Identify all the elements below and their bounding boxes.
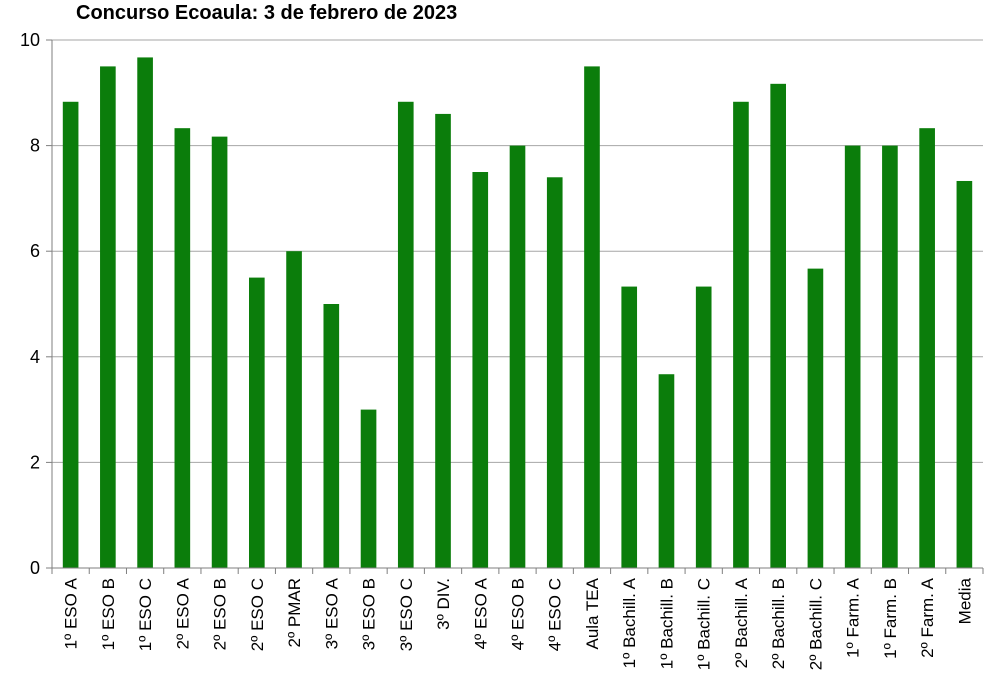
chart-title: Concurso Ecoaula: 3 de febrero de 2023 [76, 2, 457, 24]
bar [584, 66, 600, 569]
y-tick-label: 6 [30, 241, 40, 261]
bar [509, 145, 526, 568]
x-tick-label: 1º ESO A [62, 577, 81, 649]
bar [286, 251, 302, 568]
y-tick-label: 10 [20, 30, 40, 50]
bar [844, 145, 861, 568]
x-tick-label: 1º Bachill. A [620, 577, 639, 668]
y-tick-label: 4 [30, 347, 40, 367]
bars [62, 57, 973, 569]
bar [956, 180, 973, 568]
x-tick-label: 2º ESO A [173, 577, 192, 649]
y-tick-label: 8 [30, 136, 40, 156]
x-tick-label: 1º Bachill. B [657, 578, 676, 669]
bar [882, 145, 898, 568]
y-tick-label: 2 [30, 452, 40, 472]
bar [658, 374, 675, 568]
x-tick-label: 1º Bachill. C [695, 578, 714, 670]
x-axis: 1º ESO A 1º ESO B 1º ESO C 2º ESO A 2º ESO B… [51, 567, 984, 670]
bar [695, 286, 712, 568]
x-tick-label: Aula TEA [583, 577, 602, 649]
bar [472, 172, 489, 568]
bar [546, 177, 563, 568]
bar [621, 286, 638, 568]
x-tick-label: 2º Bachill. B [769, 578, 788, 669]
x-tick-label: 2º ESO B [211, 578, 230, 650]
bar [137, 57, 153, 568]
bar [435, 113, 451, 569]
x-tick-label: 1º ESO C [136, 578, 155, 651]
bar [248, 277, 265, 568]
x-tick-label: 1º Farm. A [844, 577, 863, 658]
x-tick-label: 2º Farm. A [918, 577, 937, 658]
x-tick-label: 2º PMAR [285, 578, 304, 648]
x-tick-label: 3º ESO C [397, 578, 416, 651]
bar [211, 136, 228, 568]
x-tick-label: 2º ESO C [248, 578, 267, 651]
x-tick-label: 4º ESO C [546, 578, 565, 651]
x-tick-label: 2º Bachill. A [732, 577, 751, 668]
bar [733, 101, 749, 568]
x-tick-label: 4º ESO B [509, 578, 528, 650]
y-axis: 0 2 4 6 8 10 [20, 30, 53, 578]
y-tick-label: 0 [30, 558, 40, 578]
x-tick-label: 3º ESO A [322, 577, 341, 649]
bar [174, 128, 191, 568]
x-tick-label: 3º ESO B [360, 578, 379, 650]
bar [807, 268, 824, 568]
bar [770, 83, 787, 568]
bar [397, 101, 414, 568]
x-tick-label: 1º Farm. B [881, 578, 900, 659]
x-tick-label: 2º Bachill. C [806, 578, 825, 670]
x-tick-label: 3º DIV. [434, 578, 453, 630]
bar [919, 128, 935, 568]
bar [100, 66, 116, 569]
bar [323, 304, 340, 568]
x-tick-label: 1º ESO B [99, 578, 118, 650]
x-tick-label: Media [955, 577, 974, 624]
x-tick-label: 4º ESO A [471, 577, 490, 649]
bar [62, 101, 79, 568]
bar [360, 409, 377, 568]
